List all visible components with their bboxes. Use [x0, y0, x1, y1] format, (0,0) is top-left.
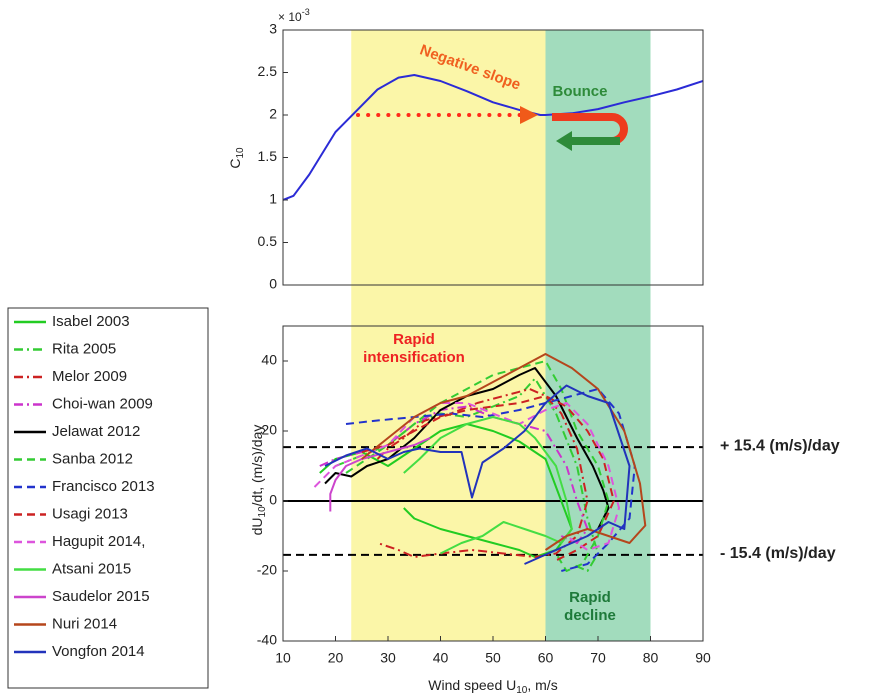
legend-label: Atsani 2015 [52, 560, 131, 577]
exponent-base: × 10 [278, 10, 302, 24]
y-tick-label: -40 [257, 632, 277, 648]
label-main: C [227, 159, 243, 169]
shaded-region [545, 30, 651, 641]
y-tick-label: 0 [269, 492, 277, 508]
y-tick-label: 0 [269, 276, 277, 292]
annotation: Rapid [569, 589, 611, 606]
shaded-region [351, 30, 546, 641]
y-tick-label: 3 [269, 21, 277, 37]
legend-label: Sanba 2012 [52, 450, 133, 467]
legend-label: Hagupit 2014, [52, 533, 145, 550]
series-line [324, 367, 610, 530]
y-tick-label: 0.5 [258, 233, 278, 249]
series-line [345, 360, 610, 572]
label-main: Wind speed U [428, 677, 516, 693]
reference-label: - 15.4 (m/s)/day [720, 545, 836, 562]
plot-area [283, 74, 703, 201]
series-line [361, 353, 647, 551]
exponent-power: -3 [302, 7, 310, 17]
label-sub: 10 [257, 506, 268, 518]
label-rest: /dt, (m/s)/day [249, 425, 265, 507]
arrow-head [520, 106, 538, 124]
series-line [319, 423, 573, 558]
y-tick-label: 2 [269, 106, 277, 122]
legend-label: Saudelor 2015 [52, 588, 150, 605]
legend-label: Jelawat 2012 [52, 423, 140, 440]
y-tick-label: 1 [269, 191, 277, 207]
label-rest: , m/s [527, 677, 557, 693]
legend-label: Melor 2009 [52, 368, 127, 385]
y-axis-label: dU10/dt, (m/s)/day [249, 425, 268, 536]
legend-label: Usagi 2013 [52, 505, 128, 522]
label-sub: 10 [516, 685, 528, 696]
series-line [324, 384, 631, 565]
legend-label: Rita 2005 [52, 340, 116, 357]
series-line [329, 437, 431, 512]
x-tick-label: 90 [695, 650, 711, 666]
exponent-label: × 10-3 [278, 7, 310, 24]
y-tick-label: 2.5 [258, 63, 278, 79]
u-turn-head [556, 131, 572, 151]
y-tick-label: 40 [261, 352, 277, 368]
background-layer [351, 30, 651, 641]
legend-label: Francisco 2013 [52, 478, 155, 495]
legend-label: Nuri 2014 [52, 615, 117, 632]
plot-area [283, 353, 703, 572]
y-tick-label: 20 [261, 422, 277, 438]
annotation: Rapid [393, 331, 435, 348]
x-axis-label: Wind speed U10, m/s [428, 677, 557, 696]
annotation: decline [564, 607, 616, 624]
x-tick-label: 60 [538, 650, 554, 666]
series-line [403, 416, 573, 555]
label-sub: 10 [235, 147, 246, 159]
line [283, 74, 703, 201]
legend-label: Isabel 2003 [52, 313, 130, 330]
x-tick-label: 80 [643, 650, 659, 666]
plot-layer: 0 0.5 1 1.5 2 2.5 3 + 15.4 (m/s)/day - 15.4 (m/s… [257, 21, 840, 666]
reference-label: + 15.4 (m/s)/day [720, 437, 840, 454]
x-tick-label: 50 [485, 650, 501, 666]
label-main: dU [249, 517, 265, 535]
series-line [345, 388, 636, 572]
y-tick-label: -20 [257, 562, 277, 578]
x-tick-label: 70 [590, 650, 606, 666]
x-tick-label: 40 [433, 650, 449, 666]
y-tick-label: 1.5 [258, 148, 278, 164]
legend-label: Choi-wan 2009 [52, 395, 153, 412]
x-tick-label: 30 [380, 650, 396, 666]
legend-entries: Isabel 2003 Rita 2005 Melor 2009 Choi-wan 2… [14, 313, 155, 660]
annotation: intensification [363, 349, 465, 366]
y-axis-label: C10 [227, 147, 246, 169]
annotation: Bounce [552, 83, 607, 100]
series-line [361, 395, 615, 562]
x-tick-label: 10 [275, 650, 291, 666]
legend-label: Vongfon 2014 [52, 643, 145, 660]
x-tick-label: 20 [328, 650, 344, 666]
